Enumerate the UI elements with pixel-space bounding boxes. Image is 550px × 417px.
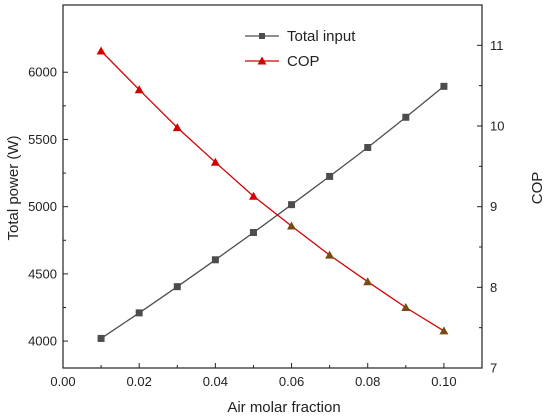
y-left-tick-label: 5000: [28, 199, 57, 214]
y-axis-right: 7 8 9 10 11: [477, 38, 504, 376]
data-point-total-input: [211, 256, 219, 264]
data-point-cop: [96, 46, 106, 55]
y-left-tick-label: 6000: [28, 65, 57, 80]
data-point-total-input: [249, 228, 257, 236]
data-point-cop: [363, 277, 373, 286]
y-axis-left: 4000 4500 5000 5500 6000: [28, 65, 68, 349]
data-point-cop: [249, 191, 258, 200]
plot-area: [62, 4, 483, 369]
series-line-cop: [100, 50, 445, 332]
x-tick-label: 0.04: [203, 374, 228, 389]
data-point-total-input: [326, 172, 334, 180]
data-point-cop: [172, 123, 182, 132]
x-axis-title: Air molar fraction: [227, 399, 340, 416]
series-line-total-input: [100, 85, 445, 339]
y-right-tick-label: 7: [490, 361, 497, 376]
data-point-cop: [401, 303, 411, 311]
y-left-tick-label: 4000: [28, 334, 57, 349]
legend-marker-cop: [257, 56, 267, 65]
y-right-tick-label: 11: [490, 38, 504, 53]
data-point-total-input: [173, 283, 181, 291]
x-axis: 0.00 0.02 0.04 0.06 0.08 0.10: [50, 363, 457, 389]
legend-marker-total-input: [259, 33, 265, 39]
y-right-tick-label: 8: [490, 280, 497, 295]
data-point-total-input: [135, 309, 143, 317]
data-point-total-input: [97, 334, 105, 342]
data-point-cop: [439, 326, 449, 335]
legend-label-cop: COP: [287, 53, 320, 70]
data-point-cop: [210, 157, 220, 166]
x-tick-label: 0.06: [279, 374, 304, 389]
y-left-tick-label: 5500: [28, 132, 57, 147]
y-right-tick-label: 9: [490, 199, 497, 214]
x-tick-label: 0.08: [355, 374, 380, 389]
y-right-tick-label: 10: [490, 119, 504, 134]
x-tick-label: 0.02: [127, 374, 152, 389]
y-left-tick-label: 4500: [28, 266, 57, 281]
legend: Total input COP: [245, 28, 356, 70]
series-layer: [96, 46, 449, 342]
x-tick-label: 0.10: [431, 374, 456, 389]
data-point-total-input: [288, 201, 296, 209]
data-point-total-input: [402, 113, 410, 121]
data-point-cop: [325, 250, 335, 259]
data-point-cop: [134, 85, 144, 94]
plot-frame: [62, 4, 483, 369]
x-tick-label: 0.00: [50, 374, 75, 389]
data-point-total-input: [440, 82, 448, 90]
data-point-total-input: [364, 144, 372, 152]
y-axis-right-title: COP: [529, 172, 546, 205]
legend-label-total-input: Total input: [287, 28, 356, 45]
data-point-cop: [287, 221, 296, 230]
y-axis-left-title: Total power (W): [5, 135, 22, 240]
